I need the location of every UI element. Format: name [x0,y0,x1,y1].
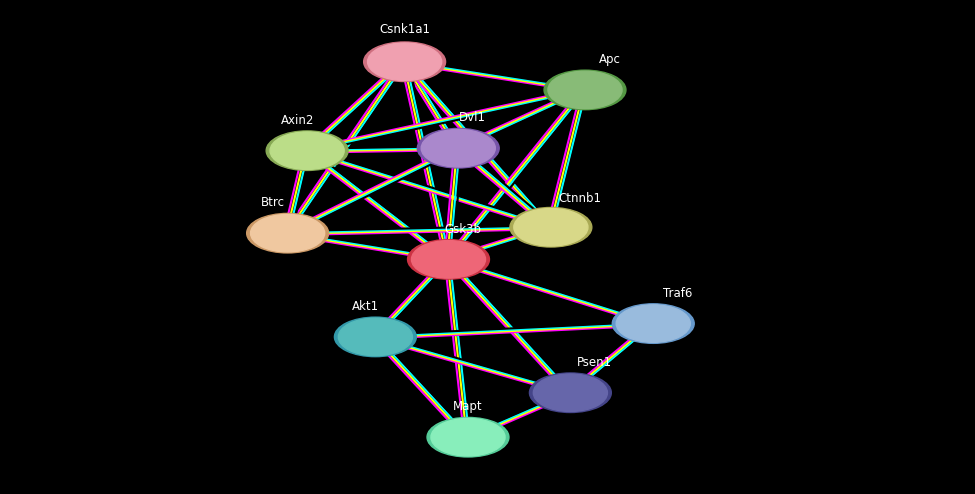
Ellipse shape [266,131,348,170]
Ellipse shape [427,417,509,457]
Ellipse shape [251,214,325,252]
Ellipse shape [431,418,505,456]
Ellipse shape [368,43,442,81]
Ellipse shape [514,208,588,246]
Text: Apc: Apc [599,53,620,66]
Ellipse shape [529,373,611,412]
Text: Traf6: Traf6 [663,287,692,300]
Ellipse shape [421,129,495,167]
Ellipse shape [417,128,499,168]
Text: Dvl1: Dvl1 [459,112,487,124]
Text: Csnk1a1: Csnk1a1 [379,23,430,36]
Ellipse shape [548,71,622,109]
Ellipse shape [338,318,412,356]
Ellipse shape [408,240,489,279]
Text: Ctnnb1: Ctnnb1 [559,192,602,205]
Ellipse shape [510,207,592,247]
Ellipse shape [544,70,626,110]
Text: Gsk3b: Gsk3b [445,223,482,236]
Ellipse shape [334,317,416,357]
Text: Axin2: Axin2 [281,114,314,127]
Ellipse shape [364,42,446,82]
Ellipse shape [612,304,694,343]
Ellipse shape [270,132,344,169]
Text: Mapt: Mapt [453,401,483,413]
Text: Psen1: Psen1 [577,356,612,369]
Text: Btrc: Btrc [261,197,285,209]
Ellipse shape [411,241,486,278]
Text: Akt1: Akt1 [352,300,379,313]
Ellipse shape [533,374,607,412]
Ellipse shape [616,305,690,342]
Ellipse shape [247,213,329,253]
